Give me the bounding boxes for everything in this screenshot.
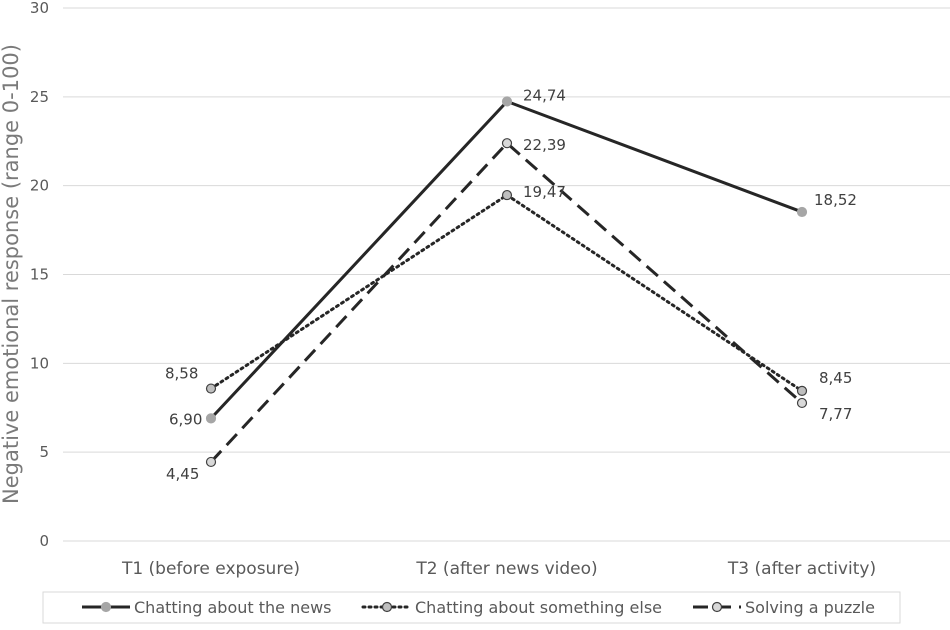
- data-labels: 6,90 24,74 18,52 8,58 19,47 8,45 4,45 22,39 7,77: [165, 86, 857, 482]
- data-label: 19,47: [523, 183, 566, 201]
- data-point: [205, 383, 217, 394]
- series-line-0: [209, 99, 803, 420]
- x-category-label: T1 (before exposure): [121, 559, 300, 579]
- gridlines: [63, 7, 950, 542]
- data-point: [205, 413, 217, 424]
- legend-swatch-marker: [711, 601, 723, 613]
- y-tick-label: 0: [39, 532, 49, 550]
- data-label: 24,74: [523, 86, 566, 104]
- legend-label: Chatting about the news: [134, 598, 332, 617]
- y-tick-label: 5: [39, 443, 49, 461]
- data-point: [205, 456, 217, 468]
- data-label: 6,90: [169, 410, 202, 428]
- data-point: [501, 189, 513, 201]
- y-tick-label: 25: [30, 88, 49, 106]
- data-label: 8,45: [819, 369, 852, 387]
- x-category-label: T2 (after news video): [415, 559, 597, 579]
- y-tick-label: 20: [30, 177, 49, 195]
- data-label: 8,58: [165, 365, 198, 383]
- series-line-1: [209, 193, 804, 393]
- x-axis-categories: T1 (before exposure) T2 (after news video…: [121, 559, 876, 579]
- legend-label: Solving a puzzle: [745, 598, 875, 617]
- legend: Chatting about the news Chatting about so…: [42, 591, 901, 624]
- data-point: [796, 385, 808, 396]
- legend-swatch-marker: [381, 601, 393, 613]
- y-tick-label: 10: [30, 354, 49, 372]
- y-axis-ticks: 0 5 10 15 20 25 30: [30, 0, 49, 550]
- data-point: [796, 206, 808, 218]
- data-point: [501, 96, 513, 107]
- legend-label: Chatting about something else: [415, 598, 662, 617]
- data-label: 22,39: [523, 136, 566, 154]
- data-label: 4,45: [166, 465, 199, 483]
- y-tick-label: 30: [30, 0, 49, 17]
- data-label: 7,77: [819, 405, 852, 423]
- legend-box: [42, 591, 901, 624]
- data-label: 18,52: [814, 191, 857, 209]
- data-point: [501, 138, 513, 149]
- series-line-2: [209, 141, 803, 463]
- legend-swatch-marker: [100, 601, 112, 613]
- data-point: [796, 397, 808, 409]
- x-category-label: T3 (after activity): [727, 559, 876, 579]
- series-lines: [205, 96, 808, 468]
- y-axis-title: Negative emotional response (range 0-100…: [0, 44, 23, 504]
- y-tick-label: 15: [30, 266, 49, 284]
